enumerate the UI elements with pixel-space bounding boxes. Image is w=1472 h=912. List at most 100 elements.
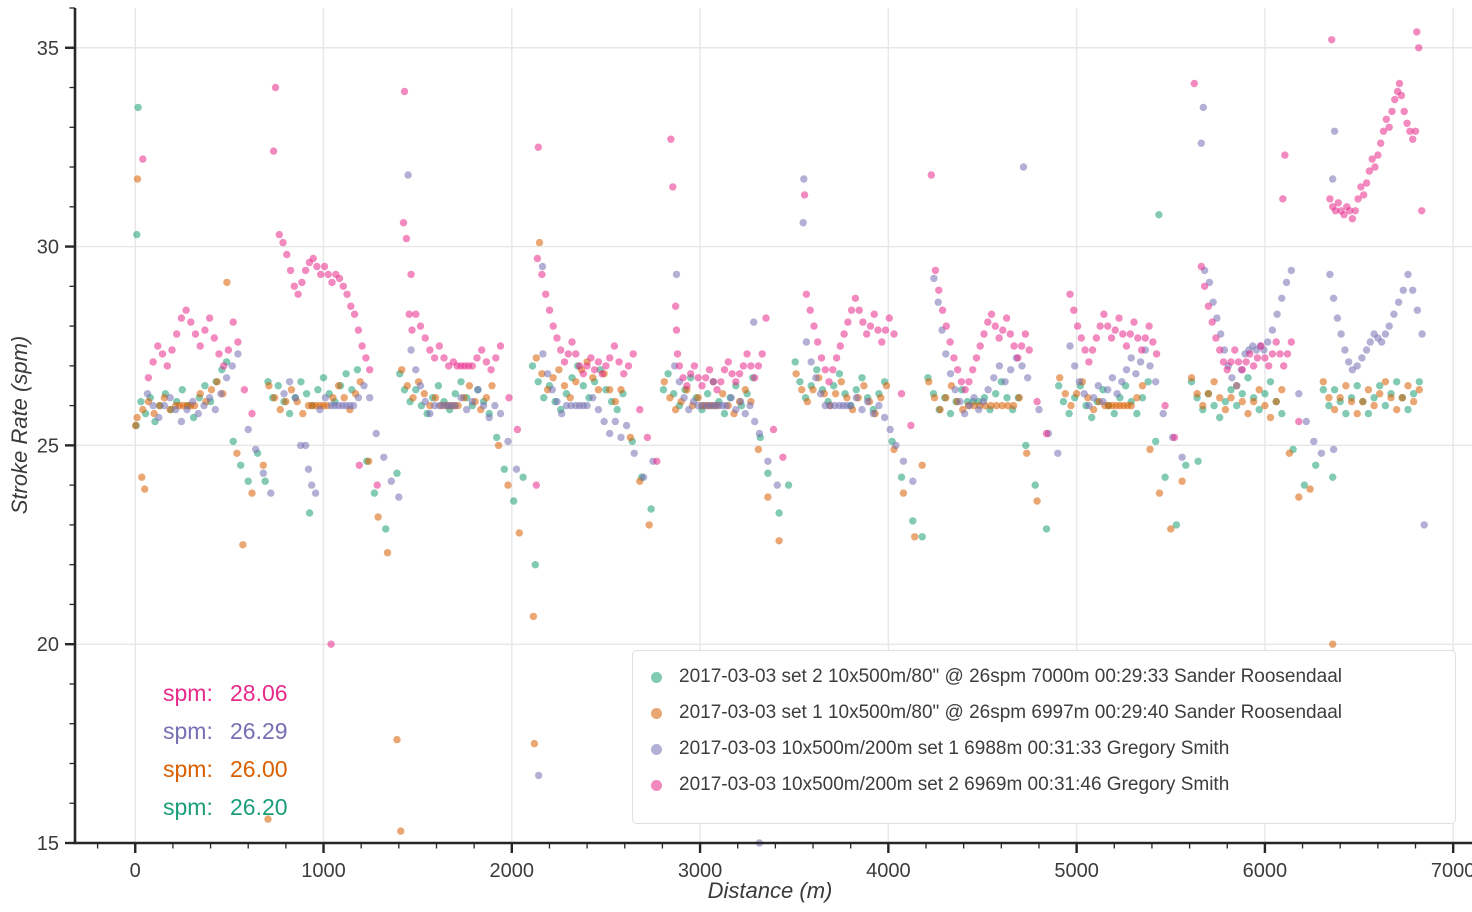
data-point: [1159, 409, 1167, 418]
data-point: [750, 318, 758, 326]
data-point: [510, 497, 518, 505]
data-point: [930, 274, 938, 283]
data-point: [1126, 330, 1135, 338]
data-point: [735, 370, 744, 378]
stat-value: 26.29: [230, 717, 288, 744]
data-point: [1261, 401, 1269, 410]
data-point: [224, 346, 233, 354]
data-point: [1127, 401, 1135, 410]
series-0[interactable]: [132, 103, 1424, 569]
data-point: [457, 378, 465, 386]
data-point: [1070, 306, 1078, 314]
data-point: [1393, 405, 1401, 414]
data-point: [1253, 354, 1262, 362]
data-point: [134, 103, 142, 112]
data-point: [762, 314, 770, 322]
data-point: [1340, 211, 1348, 219]
data-point: [992, 390, 1000, 398]
data-point: [1138, 382, 1147, 390]
data-point: [1413, 306, 1422, 314]
data-point: [1278, 409, 1286, 418]
legend-item[interactable]: 2017-03-03 10x500m/200m set 1 6988m 00:3…: [633, 731, 1455, 767]
data-point: [397, 827, 405, 835]
data-point: [189, 397, 197, 406]
data-point: [1055, 382, 1063, 390]
y-axis-label: Stroke Rate (spm): [7, 335, 32, 515]
data-point: [334, 382, 343, 390]
data-point: [970, 394, 978, 402]
data-point: [404, 171, 412, 179]
data-point: [1310, 437, 1318, 446]
data-point: [183, 405, 191, 414]
data-point: [880, 413, 889, 422]
data-point: [1071, 362, 1079, 370]
data-point: [935, 286, 943, 294]
data-point: [1187, 374, 1196, 382]
data-point: [558, 409, 566, 418]
data-point: [825, 378, 833, 386]
data-point: [1341, 346, 1349, 354]
data-point: [1228, 374, 1236, 382]
data-point: [602, 362, 610, 370]
data-point: [285, 378, 294, 386]
data-point: [1354, 195, 1362, 203]
data-point: [837, 378, 845, 386]
stat-value: 26.20: [230, 793, 288, 820]
data-point: [1133, 394, 1141, 402]
data-point: [207, 386, 216, 394]
data-point: [373, 481, 381, 489]
x-tick-label: 3000: [678, 860, 723, 882]
data-point: [870, 310, 878, 318]
data-point: [555, 366, 563, 374]
data-point: [435, 342, 443, 350]
data-point: [1132, 370, 1140, 378]
series-3[interactable]: [139, 28, 1426, 648]
data-point: [600, 417, 608, 426]
legend-item[interactable]: 2017-03-03 set 1 10x500m/80" @ 26spm 699…: [633, 695, 1455, 731]
data-point: [538, 270, 546, 279]
legend-item[interactable]: 2017-03-03 set 2 10x500m/80" @ 26spm 700…: [633, 659, 1455, 695]
data-point: [496, 409, 505, 418]
data-point: [366, 366, 374, 374]
legend-item[interactable]: 2017-03-03 10x500m/200m set 2 6969m 00:3…: [633, 767, 1455, 803]
data-point: [529, 612, 538, 621]
data-point: [317, 270, 325, 279]
legend-marker-icon: [651, 671, 662, 683]
data-point: [1330, 386, 1339, 394]
data-point: [421, 334, 429, 342]
data-point: [1200, 282, 1209, 290]
data-point: [1193, 390, 1201, 398]
data-point: [1021, 330, 1030, 338]
legend-marker-icon: [651, 707, 662, 719]
data-point: [538, 262, 547, 271]
legend-marker-icon: [651, 743, 662, 755]
data-point: [1100, 310, 1108, 318]
data-point: [1155, 211, 1163, 219]
data-point: [717, 378, 725, 386]
data-point: [201, 326, 209, 334]
data-point: [519, 473, 527, 481]
data-point: [1272, 338, 1280, 346]
data-point: [843, 394, 851, 402]
data-point: [800, 191, 809, 199]
data-point: [1194, 457, 1202, 465]
data-point: [950, 354, 958, 362]
data-point: [957, 378, 966, 386]
data-point: [1261, 354, 1269, 362]
data-point: [938, 306, 947, 314]
data-point: [403, 382, 411, 390]
data-point: [144, 374, 153, 382]
series-2[interactable]: [143, 103, 1428, 847]
data-point: [1328, 36, 1336, 44]
data-point: [234, 350, 242, 358]
data-point: [1242, 358, 1250, 366]
data-point: [1312, 461, 1320, 469]
data-point: [1033, 497, 1041, 505]
data-point: [560, 358, 569, 366]
data-point: [1061, 390, 1070, 398]
data-point: [743, 350, 751, 358]
data-point: [457, 394, 465, 402]
data-point: [237, 461, 245, 469]
